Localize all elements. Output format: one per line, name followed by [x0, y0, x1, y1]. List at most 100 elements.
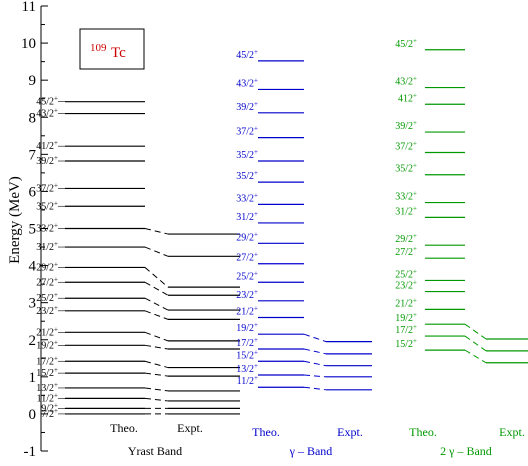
theo-level-label: 17/2+ — [36, 354, 58, 367]
theo-level-label: 25/2+ — [36, 291, 58, 304]
y-tick-label: -1 — [24, 444, 37, 460]
y-tick-label: 2 — [29, 333, 37, 349]
nucleus-symbol: Tc — [111, 45, 126, 61]
theo-level-label: 35/2+ — [236, 148, 258, 161]
y-tick-label: 1 — [29, 370, 37, 386]
theo-level-label: 31/2+ — [236, 210, 258, 223]
theo-level-label: 21/2+ — [395, 296, 417, 309]
theo-column-label: Theo. — [110, 421, 138, 435]
theo-level-label: 41/2+ — [36, 139, 58, 152]
transition-connector — [144, 344, 169, 350]
theo-level-label: 19/2+ — [395, 311, 417, 324]
theo-level-label: 29/2+ — [236, 230, 258, 243]
theo-level-label: 43/2+ — [236, 76, 258, 89]
transition-connector — [144, 310, 169, 320]
theo-level-label: 29/2+ — [36, 260, 58, 273]
transition-connector — [144, 246, 169, 257]
transition-connector — [144, 331, 169, 342]
transition-connector — [144, 281, 169, 296]
transition-connector — [303, 374, 327, 378]
theo-level-label: 15/2+ — [395, 337, 417, 350]
theo-level-label: 19/2+ — [36, 338, 58, 351]
y-tick-label: 7 — [29, 147, 37, 163]
theo-level-label: 23/2+ — [395, 279, 417, 292]
theo-level-label: 25/2+ — [395, 267, 417, 280]
theo-level-label: 35/2+ — [236, 169, 258, 182]
y-tick-label: 8 — [29, 110, 37, 126]
transition-connector — [144, 387, 169, 392]
theo-level-label: 29/2+ — [395, 232, 417, 245]
y-tick-label: 10 — [21, 36, 36, 52]
theo-level-label: 37/2+ — [236, 125, 258, 138]
y-tick-label: 6 — [29, 184, 37, 200]
transition-connector — [303, 386, 327, 391]
theo-level-label: 7/2+ — [41, 407, 58, 420]
nucleus-box: 109 Tc — [79, 28, 145, 70]
levels: 7/2+9/2+11/2+13/2+15/2+17/2+19/2+21/2+23… — [36, 37, 528, 458]
theo-level-label: 17/2+ — [395, 323, 417, 336]
theo-level-label: 25/2+ — [236, 269, 258, 282]
band-name: 2 γ – Band — [440, 444, 492, 458]
y-tick-label: 3 — [29, 296, 37, 312]
y-tick-label: 5 — [29, 222, 37, 238]
expt-column-label: Expt. — [337, 425, 363, 439]
transition-connector — [144, 397, 169, 402]
band-2: 15/2+17/2+19/2+ 21/2+ 23/2+25/2+ 27/2+29/2+… — [395, 37, 528, 458]
theo-level-label: 11/2+ — [237, 374, 258, 387]
transition-connector — [303, 348, 327, 355]
band-1: 11/2+13/2+15/2+17/2+ 19/2+ 21/2+ 23/2+ 25/2+… — [236, 48, 372, 458]
theo-level-label: 35/2+ — [395, 162, 417, 175]
theo-level-label: 23/2+ — [36, 304, 58, 317]
theo-level-label: 45/2+ — [395, 37, 417, 50]
theo-level-label: 45/2+ — [36, 95, 58, 108]
transition-connector — [303, 333, 327, 343]
theo-level-label: 31/2+ — [395, 204, 417, 217]
theo-level-label: 13/2+ — [36, 381, 58, 394]
theo-level-label: 15/2+ — [236, 348, 258, 361]
theo-level-label: 33/2+ — [236, 191, 258, 204]
y-tick-label: 11 — [22, 0, 36, 15]
theo-level-label: 412+ — [398, 91, 417, 104]
expt-column-label: Expt. — [177, 421, 203, 435]
y-tick-label: 4 — [29, 259, 37, 275]
transition-connector — [464, 349, 487, 364]
theo-level-label: 15/2+ — [36, 366, 58, 379]
band-0: 7/2+9/2+11/2+13/2+ 15/2+17/2+ 19/2+21/2+ 23… — [36, 95, 240, 458]
theo-level-label: 43/2+ — [395, 75, 417, 88]
theo-level-label: 27/2+ — [236, 251, 258, 264]
transition-connector — [144, 360, 169, 369]
transition-connector — [144, 228, 169, 235]
theo-level-label: 17/2+ — [236, 336, 258, 349]
theo-level-label: 23/2+ — [236, 288, 258, 301]
theo-level-label: 39/2+ — [395, 119, 417, 132]
theo-level-label: 37/2+ — [36, 181, 58, 194]
theo-level-label: 27/2+ — [36, 275, 58, 288]
theo-level-label: 11/2+ — [37, 391, 58, 404]
transition-connector — [144, 267, 169, 288]
theo-level-label: 39/2+ — [36, 154, 58, 167]
energy-axis: -1 0 1 2 3 4 5 6 7 8 9 10 11 — [21, 0, 48, 460]
y-axis-label: Energy (MeV) — [7, 176, 23, 264]
theo-level-label: 35/2+ — [36, 199, 58, 212]
theo-level-label: 33/2+ — [36, 222, 58, 235]
theo-level-label: 43/2+ — [36, 107, 58, 120]
transition-connector — [303, 360, 327, 367]
theo-level-label: 31/2+ — [36, 240, 58, 253]
transition-connector — [464, 323, 487, 340]
theo-level-label: 39/2+ — [236, 100, 258, 113]
theo-level-label: 37/2+ — [395, 139, 417, 152]
expt-column-label: Expt. — [499, 425, 525, 439]
theo-column-label: Theo. — [409, 425, 437, 439]
transition-connector — [144, 297, 169, 311]
band-name: γ – Band — [289, 444, 333, 458]
theo-column-label: Theo. — [252, 425, 280, 439]
y-tick-label: 0 — [29, 407, 37, 423]
nucleus-mass: 109 — [90, 42, 107, 54]
theo-level-label: 19/2+ — [236, 321, 258, 334]
theo-level-label: 33/2+ — [395, 190, 417, 203]
theo-level-label: 21/2+ — [36, 325, 58, 338]
theo-level-label: 13/2+ — [236, 362, 258, 375]
theo-level-label: 21/2+ — [236, 305, 258, 318]
theo-level-label: 27/2+ — [395, 245, 417, 258]
